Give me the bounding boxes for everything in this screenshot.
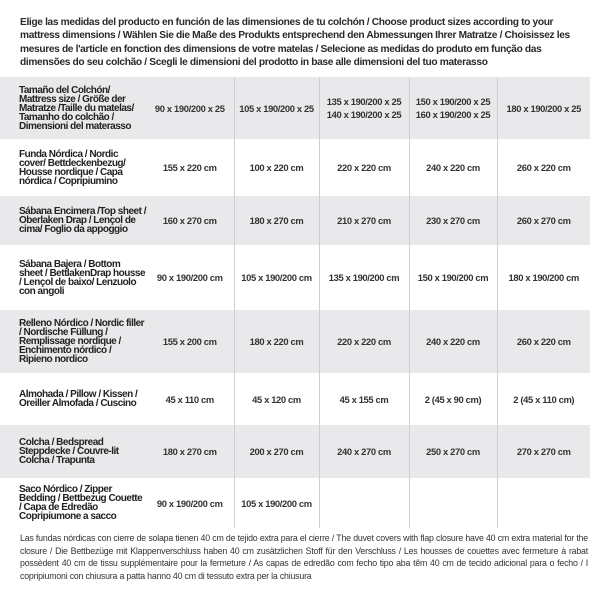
size-cell: 220 x 220 cm xyxy=(318,139,409,196)
header-size: 105 x 190/200 x 25 xyxy=(239,102,314,114)
size-cell: 180 x 270 cm xyxy=(146,425,234,478)
intro-text: Elige las medidas del producto en funció… xyxy=(20,17,570,69)
header-size: 135 x 190/200 x 25 xyxy=(326,96,402,107)
row-label: Colcha / Bedspread Steppdecke / Couvre-l… xyxy=(0,425,146,478)
table-row: Sábana Bajera / Bottom sheet / Bettlaken… xyxy=(0,245,590,310)
header-cell: 135 x 190/200 x 25 140 x 190/200 x 25 xyxy=(318,77,409,139)
size-cell: 180 x 190/200 cm xyxy=(496,245,590,310)
row-label: Funda Nórdica / Nordic cover/ Bettdecken… xyxy=(19,148,126,187)
header-size: 140 x 190/200 x 25 xyxy=(326,109,402,120)
size-cell: 90 x 190/200 cm xyxy=(156,272,223,283)
size-cell: 260 x 220 cm xyxy=(496,310,590,373)
size-cell: 230 x 270 cm xyxy=(408,196,497,245)
size-cell: 200 x 270 cm xyxy=(233,425,319,478)
size-cell: 220 x 220 cm xyxy=(318,310,409,373)
header-size: 150 x 190/200 x 25 xyxy=(415,96,491,107)
size-cell: 155 x 200 cm xyxy=(146,310,234,373)
row-label: Almohada / Pillow / Kissen / Oreiller Al… xyxy=(19,389,138,409)
table-row: Funda Nórdica / Nordic cover/ Bettdecken… xyxy=(0,139,590,196)
row-label: Relleno Nórdico / Nordic filler / Nordis… xyxy=(0,310,146,373)
table-row: Saco Nórdico / Zipper Bedding / Bettbezu… xyxy=(0,478,590,528)
size-cell: 180 x 220 cm xyxy=(233,310,319,373)
header-cell: 105 x 190/200 x 25 xyxy=(233,77,319,139)
size-cell xyxy=(496,478,590,528)
size-cell: 2 (45 x 90 cm) xyxy=(408,373,497,425)
table-row: Relleno Nórdico / Nordic filler / Nordis… xyxy=(0,310,590,373)
size-cell: 155 x 220 cm xyxy=(162,162,217,173)
size-cell xyxy=(408,478,497,528)
size-cell: 45 x 110 cm xyxy=(165,393,215,405)
size-cell: 150 x 190/200 cm xyxy=(408,245,497,310)
size-cell: 260 x 270 cm xyxy=(496,196,590,245)
size-cell: 180 x 270 cm xyxy=(233,196,319,245)
size-cell: 2 (45 x 110 cm) xyxy=(496,373,590,425)
size-cell: 135 x 190/200 cm xyxy=(318,245,409,310)
header-size: 90 x 190/200 x 25 xyxy=(154,102,225,114)
size-cell: 100 x 220 cm xyxy=(233,139,319,196)
size-cell: 240 x 270 cm xyxy=(318,425,409,478)
table-row: Sábana Encimera /Top sheet / Oberlaken D… xyxy=(0,196,590,245)
size-cell: 240 x 220 cm xyxy=(408,310,497,373)
header-cell: 150 x 190/200 x 25 160 x 190/200 x 25 xyxy=(408,77,497,139)
row-label: Saco Nórdico / Zipper Bedding / Bettbezu… xyxy=(19,484,143,522)
size-cell: 250 x 270 cm xyxy=(408,425,497,478)
header-size: 160 x 190/200 x 25 xyxy=(415,109,491,120)
size-cell: 45 x 155 cm xyxy=(318,373,409,425)
header-cell: 180 x 190/200 x 25 xyxy=(496,77,590,139)
size-cell: 210 x 270 cm xyxy=(318,196,409,245)
header-row: Tamaño del Colchón/ Mattress size / Größ… xyxy=(0,77,590,139)
table-row: Almohada / Pillow / Kissen / Oreiller Al… xyxy=(0,373,590,425)
size-cell xyxy=(318,478,409,528)
size-cell: 260 x 220 cm xyxy=(496,139,590,196)
row-label: Sábana Bajera / Bottom sheet / Bettlaken… xyxy=(19,258,146,297)
size-cell: 90 x 190/200 cm xyxy=(156,497,223,509)
row-label: Sábana Encimera /Top sheet / Oberlaken D… xyxy=(0,196,146,245)
size-cell: 45 x 120 cm xyxy=(233,373,319,425)
size-cell: 105 x 190/200 cm xyxy=(233,478,319,528)
header-cell: 90 x 190/200 x 25 xyxy=(146,77,234,139)
size-cell: 270 x 270 cm xyxy=(496,425,590,478)
size-cell: 105 x 190/200 cm xyxy=(233,245,319,310)
closure-note: Las fundas nórdicas con cierre de solapa… xyxy=(20,533,588,581)
size-cell: 160 x 270 cm xyxy=(146,196,234,245)
size-cell: 240 x 220 cm xyxy=(408,139,497,196)
size-table: Tamaño del Colchón/ Mattress size / Größ… xyxy=(0,77,590,528)
header-label: Tamaño del Colchón/ Mattress size / Größ… xyxy=(0,77,146,139)
table-row: Colcha / Bedspread Steppdecke / Couvre-l… xyxy=(0,425,590,478)
header-size: 180 x 190/200 x 25 xyxy=(506,102,581,114)
